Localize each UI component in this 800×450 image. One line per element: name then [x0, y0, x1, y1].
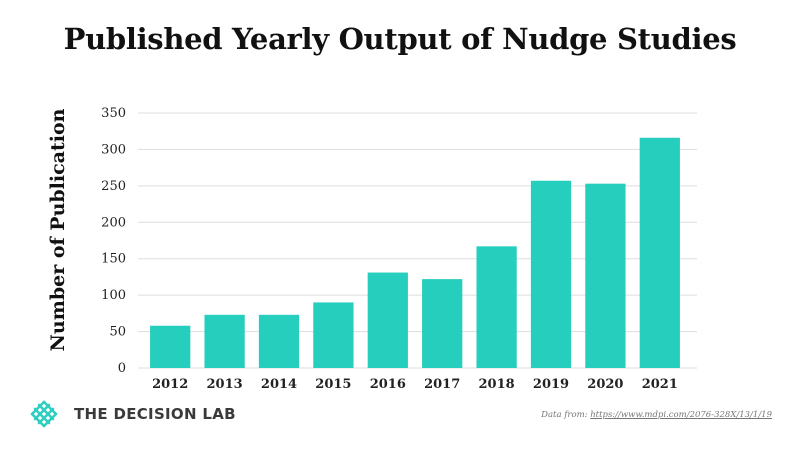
bar-2020 — [585, 183, 626, 368]
logo-stripe — [37, 403, 55, 421]
y-tick-label: 50 — [109, 325, 126, 340]
x-tick-label: 2012 — [152, 377, 188, 392]
bar-2018 — [476, 246, 517, 368]
bar-2019 — [530, 180, 572, 368]
logo-stripe — [33, 403, 51, 421]
x-tick-label: 2018 — [479, 377, 515, 392]
y-tick-label: 150 — [101, 252, 126, 267]
y-tick-label: 100 — [101, 288, 126, 303]
bar-2012 — [150, 325, 191, 368]
y-tick-label: 0 — [118, 361, 126, 376]
brand-name: THE DECISION LAB — [74, 405, 236, 423]
logo-stripe — [30, 400, 46, 416]
x-tick-label: 2020 — [587, 377, 623, 392]
y-tick-label: 200 — [101, 215, 126, 230]
decision-lab-logo-icon — [30, 400, 58, 428]
logo-stripe — [30, 412, 46, 428]
bar-2021 — [639, 137, 680, 368]
x-tick-label: 2013 — [207, 377, 243, 392]
logo-stripe — [42, 412, 58, 428]
y-axis-ticks: 0 50 100 150 200 250 300 350 — [101, 106, 126, 376]
data-source: Data from: https://www.mdpi.com/2076-328… — [541, 410, 772, 420]
x-tick-label: 2021 — [642, 377, 678, 392]
source-prefix: Data from: — [541, 410, 591, 420]
bar-2015 — [313, 302, 354, 368]
source-link[interactable]: https://www.mdpi.com/2076-328X/13/1/19 — [590, 410, 772, 420]
x-tick-label: 2016 — [370, 377, 406, 392]
y-axis-label: Number of Publication — [47, 108, 69, 351]
logo-stripe — [42, 400, 58, 416]
brand-logo: THE DECISION LAB — [26, 396, 236, 432]
x-tick-label: 2017 — [424, 377, 460, 392]
x-axis-ticks: 2012 2013 2014 2015 2016 2017 2018 2019 2020 2021 — [152, 377, 678, 392]
y-tick-label: 350 — [101, 106, 126, 121]
bar-2017 — [422, 279, 463, 368]
x-tick-label: 2019 — [533, 377, 569, 392]
y-tick-label: 300 — [101, 142, 126, 157]
x-tick-label: 2014 — [261, 377, 297, 392]
bar-2014 — [258, 314, 300, 368]
y-tick-label: 250 — [101, 179, 126, 194]
logo-stripe — [33, 407, 51, 425]
chart-title: Published Yearly Output of Nudge Studies — [63, 22, 737, 56]
bars — [150, 137, 680, 368]
x-tick-label: 2015 — [315, 377, 351, 392]
bar-2016 — [367, 272, 408, 368]
bar-2013 — [204, 314, 245, 368]
logo-stripe — [37, 407, 55, 425]
